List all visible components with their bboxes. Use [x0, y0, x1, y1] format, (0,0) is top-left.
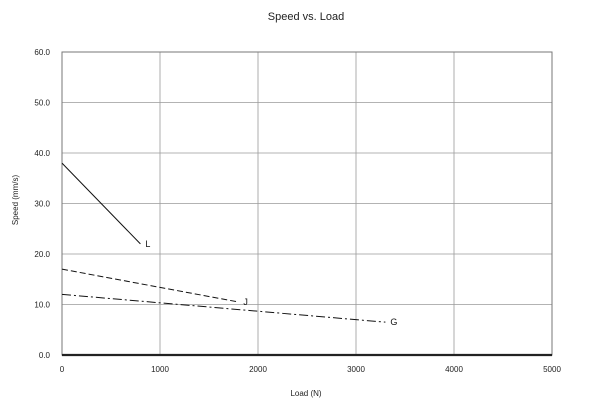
x-tick-label: 1000: [151, 365, 169, 374]
series-label-l: L: [145, 239, 150, 249]
y-tick-label: 20.0: [34, 250, 50, 259]
x-tick-label: 2000: [249, 365, 267, 374]
series-labels: L J G: [145, 239, 397, 327]
x-tick-labels: 0 1000 2000 3000 4000 5000: [60, 365, 562, 374]
series-lines: [61, 162, 386, 323]
x-tick-label: 3000: [347, 365, 365, 374]
grid: [61, 51, 553, 356]
chart-title: Speed vs. Load: [268, 11, 344, 23]
series-label-j: J: [243, 297, 248, 307]
y-tick-label: 0.0: [39, 351, 51, 360]
y-tick-label: 60.0: [34, 48, 50, 57]
y-tick-label: 40.0: [34, 149, 50, 158]
series-label-g: G: [390, 317, 397, 327]
y-tick-label: 10.0: [34, 301, 50, 310]
x-tick-label: 0: [60, 365, 65, 374]
x-axis-label: Load (N): [290, 389, 321, 398]
series-line-l: [61, 162, 141, 245]
y-tick-label: 50.0: [34, 99, 50, 108]
y-tick-label: 30.0: [34, 200, 50, 209]
x-tick-label: 4000: [445, 365, 463, 374]
y-tick-labels: 0.0 10.0 20.0 30.0 40.0 50.0 60.0: [34, 48, 50, 360]
x-tick-label: 5000: [543, 365, 561, 374]
series-line-j: [61, 268, 239, 303]
series-line-g: [61, 293, 386, 323]
y-axis-label: Speed (mm/s): [11, 175, 20, 226]
